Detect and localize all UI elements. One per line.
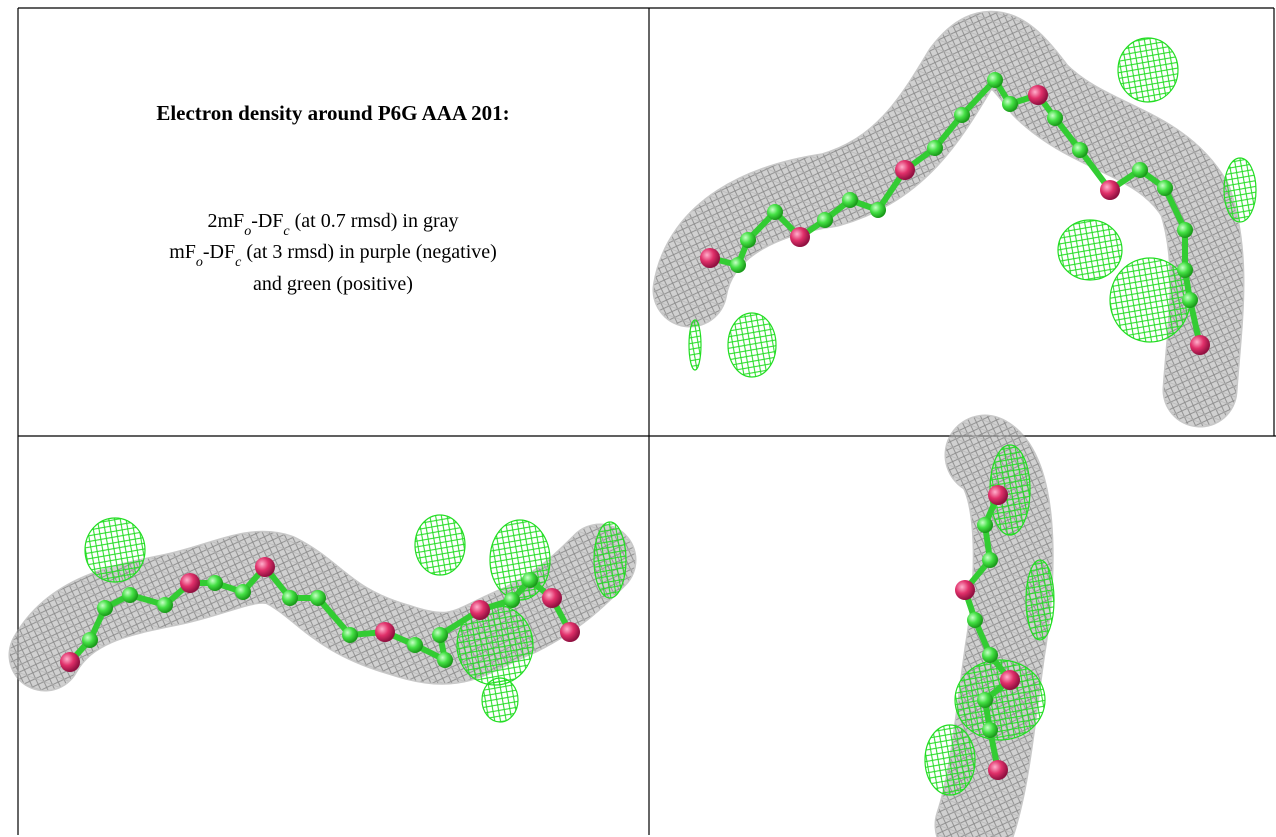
carbon-atom xyxy=(342,627,358,643)
oxygen-atom xyxy=(988,760,1008,780)
oxygen-atom xyxy=(700,248,720,268)
oxygen-atom xyxy=(60,652,80,672)
carbon-atom xyxy=(1072,142,1088,158)
carbon-atom xyxy=(842,192,858,208)
subscript: o xyxy=(196,255,203,270)
positive-density xyxy=(415,515,465,575)
carbon-atom xyxy=(977,517,993,533)
oxygen-atom xyxy=(955,580,975,600)
carbon-atom xyxy=(982,647,998,663)
caption-text: mF xyxy=(169,241,196,263)
positive-density xyxy=(594,522,626,598)
carbon-atom xyxy=(97,600,113,616)
oxygen-atom xyxy=(542,588,562,608)
caption-text: and green (positive) xyxy=(253,273,413,295)
cell-title: Electron density around P6G AAA 201: xyxy=(156,101,509,125)
figure: Electron density around P6G AAA 201: 2mF… xyxy=(0,0,1276,837)
carbon-atom xyxy=(437,652,453,668)
carbon-atom xyxy=(522,572,538,588)
carbon-atom xyxy=(870,202,886,218)
positive-density xyxy=(85,518,145,582)
positive-density xyxy=(1026,560,1054,640)
density-images xyxy=(45,38,1256,825)
oxygen-atom xyxy=(255,557,275,577)
positive-density xyxy=(482,678,518,722)
carbon-atom xyxy=(310,590,326,606)
carbon-atom xyxy=(1177,262,1193,278)
carbon-atom xyxy=(967,612,983,628)
carbon-atom xyxy=(982,552,998,568)
caption-line: and green (positive) xyxy=(253,273,413,295)
carbon-atom xyxy=(504,592,520,608)
carbon-atom xyxy=(977,692,993,708)
subscript: o xyxy=(244,224,251,239)
carbon-atom xyxy=(1177,222,1193,238)
carbon-atom xyxy=(207,575,223,591)
carbon-atom xyxy=(82,632,98,648)
caption-line: 2mFo-DFc (at 0.7 rmsd) in gray xyxy=(208,210,459,239)
carbon-atom xyxy=(122,587,138,603)
oxygen-atom xyxy=(1028,85,1048,105)
oxygen-atom xyxy=(1190,335,1210,355)
oxygen-atom xyxy=(790,227,810,247)
carbon-atom xyxy=(927,140,943,156)
oxygen-atom xyxy=(988,485,1008,505)
carbon-atom xyxy=(987,72,1003,88)
carbon-atom xyxy=(1047,110,1063,126)
carbon-atom xyxy=(730,257,746,273)
caption-line: mFo-DFc (at 3 rmsd) in purple (negative) xyxy=(169,241,497,270)
caption-text: -DF xyxy=(251,210,283,232)
positive-density xyxy=(689,320,701,370)
oxygen-atom xyxy=(180,573,200,593)
carbon-atom xyxy=(235,584,251,600)
oxygen-atom xyxy=(1000,670,1020,690)
caption-text: -DF xyxy=(203,241,235,263)
carbon-atom xyxy=(767,204,783,220)
caption-text: 2mF xyxy=(208,210,245,232)
oxygen-atom xyxy=(560,622,580,642)
positive-density xyxy=(1224,158,1256,222)
carbon-atom xyxy=(817,212,833,228)
positive-density xyxy=(925,725,975,795)
oxygen-atom xyxy=(1100,180,1120,200)
carbon-atom xyxy=(407,637,423,653)
carbon-atom xyxy=(282,590,298,606)
positive-density xyxy=(728,313,776,377)
carbon-atom xyxy=(1182,292,1198,308)
caption-text: (at 0.7 rmsd) in gray xyxy=(290,210,459,232)
carbon-atom xyxy=(1002,96,1018,112)
page: Electron density around P6G AAA 201: 2mF… xyxy=(0,0,1276,837)
positive-density xyxy=(1118,38,1178,102)
carbon-atom xyxy=(1132,162,1148,178)
oxygen-atom xyxy=(470,600,490,620)
oxygen-atom xyxy=(895,160,915,180)
carbon-atom xyxy=(1157,180,1173,196)
carbon-atom xyxy=(982,722,998,738)
carbon-atom xyxy=(432,627,448,643)
caption-text: (at 3 rmsd) in purple (negative) xyxy=(241,241,496,263)
carbon-atom xyxy=(954,107,970,123)
carbon-atom xyxy=(740,232,756,248)
positive-density xyxy=(1058,220,1122,280)
oxygen-atom xyxy=(375,622,395,642)
carbon-atom xyxy=(157,597,173,613)
